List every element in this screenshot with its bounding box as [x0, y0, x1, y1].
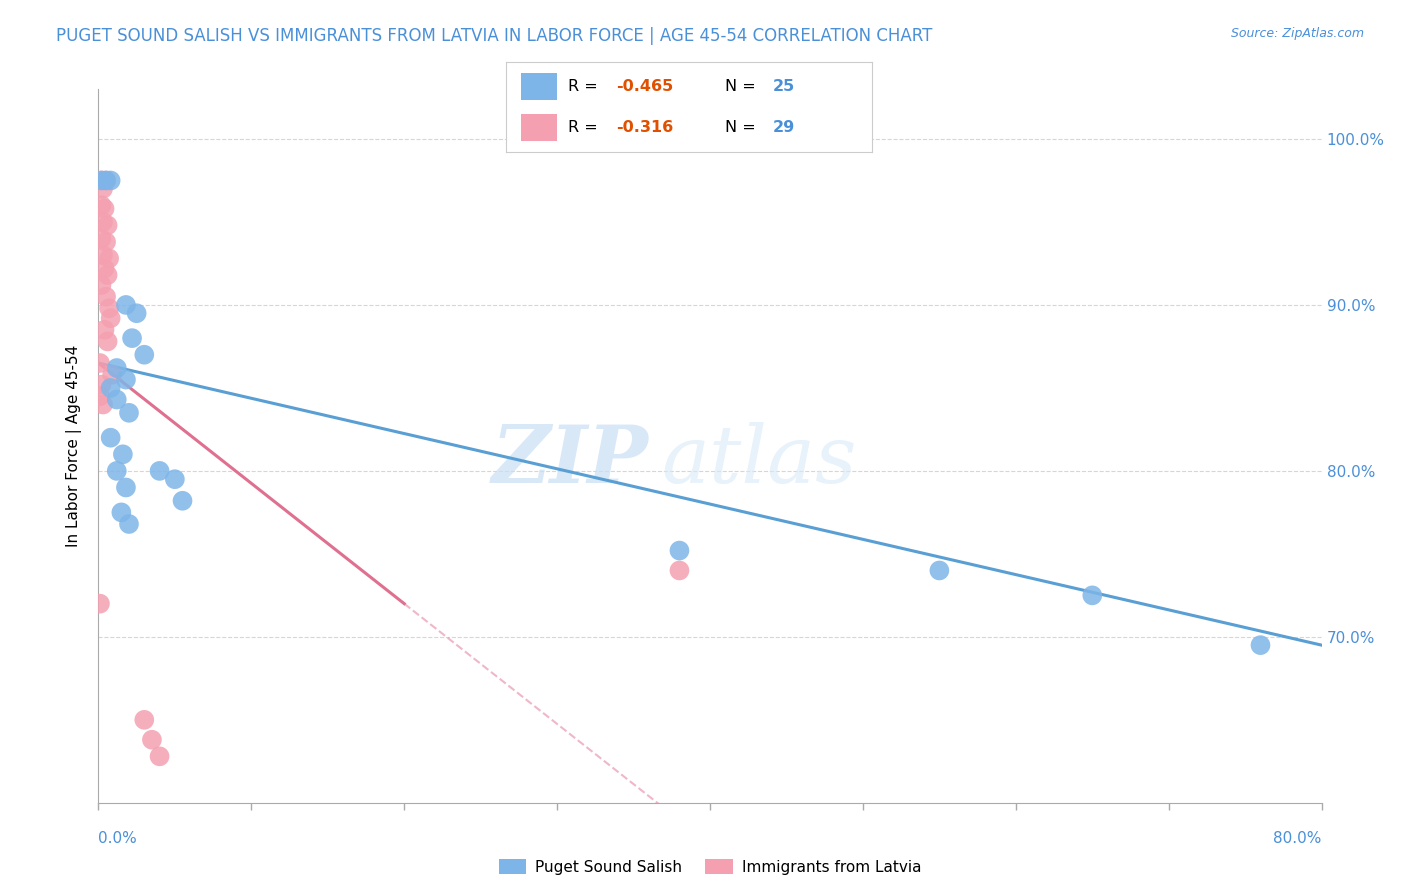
Legend: Puget Sound Salish, Immigrants from Latvia: Puget Sound Salish, Immigrants from Latv…	[492, 853, 928, 880]
Point	[668, 564, 690, 578]
Point	[121, 331, 143, 345]
Text: 29: 29	[773, 120, 796, 135]
Point	[141, 732, 163, 747]
Text: 0.0%: 0.0%	[98, 831, 138, 847]
Point	[91, 397, 114, 411]
Point	[105, 464, 128, 478]
Point	[105, 392, 128, 407]
Point	[115, 373, 138, 387]
Point	[172, 493, 194, 508]
Point	[928, 564, 950, 578]
Point	[98, 301, 121, 316]
Point	[90, 198, 112, 212]
Point	[100, 431, 122, 445]
Point	[668, 543, 690, 558]
Point	[91, 182, 114, 196]
Point	[90, 231, 112, 245]
Point	[149, 749, 172, 764]
Text: R =: R =	[568, 79, 603, 94]
Text: PUGET SOUND SALISH VS IMMIGRANTS FROM LATVIA IN LABOR FORCE | AGE 45-54 CORRELAT: PUGET SOUND SALISH VS IMMIGRANTS FROM LA…	[56, 27, 932, 45]
Text: ZIP: ZIP	[492, 422, 650, 499]
Point	[115, 298, 138, 312]
Point	[89, 389, 111, 403]
Point	[118, 516, 141, 531]
Point	[111, 447, 134, 461]
Point	[115, 481, 138, 495]
Point	[118, 406, 141, 420]
Point	[134, 348, 156, 362]
Point	[89, 356, 111, 370]
Text: Source: ZipAtlas.com: Source: ZipAtlas.com	[1230, 27, 1364, 40]
Bar	[520, 114, 557, 141]
Point	[91, 215, 114, 229]
Point	[90, 173, 112, 187]
Point	[93, 323, 115, 337]
Text: 80.0%: 80.0%	[1274, 831, 1322, 847]
Text: atlas: atlas	[661, 422, 856, 499]
Point	[98, 252, 121, 266]
Point	[101, 368, 124, 382]
Point	[1081, 588, 1104, 602]
Point	[91, 248, 114, 262]
Point	[149, 464, 172, 478]
Point	[97, 334, 120, 349]
Point	[94, 290, 117, 304]
Point	[163, 472, 186, 486]
Point	[94, 173, 117, 187]
Text: N =: N =	[725, 120, 762, 135]
Point	[90, 278, 112, 293]
Point	[134, 713, 156, 727]
Text: R =: R =	[568, 120, 603, 135]
Y-axis label: In Labor Force | Age 45-54: In Labor Force | Age 45-54	[66, 345, 83, 547]
Point	[125, 306, 148, 320]
Text: 25: 25	[773, 79, 796, 94]
Point	[100, 311, 122, 326]
Point	[97, 268, 120, 282]
Point	[94, 173, 117, 187]
Point	[89, 597, 111, 611]
Point	[90, 173, 112, 187]
Point	[97, 219, 120, 233]
Bar	[520, 73, 557, 100]
Point	[94, 235, 117, 249]
Point	[93, 261, 115, 276]
Point	[100, 381, 122, 395]
Point	[1249, 638, 1271, 652]
Point	[105, 361, 128, 376]
Point	[93, 202, 115, 216]
Text: N =: N =	[725, 79, 762, 94]
Point	[100, 173, 122, 187]
Text: -0.465: -0.465	[616, 79, 673, 94]
Point	[90, 377, 112, 392]
Point	[110, 505, 132, 519]
Text: -0.316: -0.316	[616, 120, 673, 135]
